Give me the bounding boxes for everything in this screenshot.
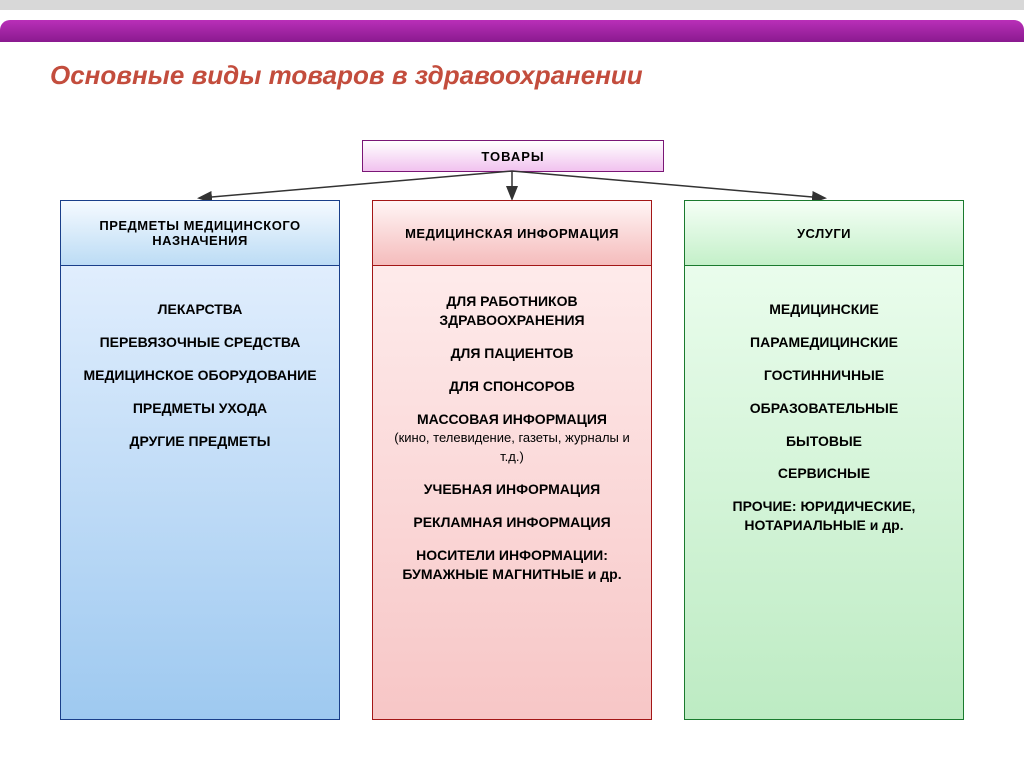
list-item: РЕКЛАМНАЯ ИНФОРМАЦИЯ <box>387 513 637 532</box>
list-item: ПРОЧИЕ: ЮРИДИЧЕСКИЕ, НОТАРИАЛЬНЫЕ и др. <box>699 497 949 535</box>
slide-title: Основные виды товаров в здравоохранении <box>50 60 643 91</box>
list-item: МЕДИЦИНСКОЕ ОБОРУДОВАНИЕ <box>75 366 325 385</box>
root-node-goods: ТОВАРЫ <box>362 140 664 172</box>
list-item: УЧЕБНАЯ ИНФОРМАЦИЯ <box>387 480 637 499</box>
list-item: ПЕРЕВЯЗОЧНЫЕ СРЕДСТВА <box>75 333 325 352</box>
list-item: ПАРАМЕДИЦИНСКИЕ <box>699 333 949 352</box>
list-item: ДРУГИЕ ПРЕДМЕТЫ <box>75 432 325 451</box>
column-services: УСЛУГИ МЕДИЦИНСКИЕ ПАРАМЕДИЦИНСКИЕ ГОСТИ… <box>684 200 964 720</box>
list-item: ОБРАЗОВАТЕЛЬНЫЕ <box>699 399 949 418</box>
list-item: БЫТОВЫЕ <box>699 432 949 451</box>
column-body-medical-items: ЛЕКАРСТВА ПЕРЕВЯЗОЧНЫЕ СРЕДСТВА МЕДИЦИНС… <box>61 266 339 474</box>
list-item: ДЛЯ ПАЦИЕНТОВ <box>387 344 637 363</box>
root-label: ТОВАРЫ <box>481 149 544 164</box>
list-item: ГОСТИННИЧНЫЕ <box>699 366 949 385</box>
column-body-medical-information: ДЛЯ РАБОТНИКОВ ЗДРАВООХРАНЕНИЯ ДЛЯ ПАЦИЕ… <box>373 266 651 608</box>
header-text: УСЛУГИ <box>797 226 851 241</box>
column-header-medical-information: МЕДИЦИНСКАЯ ИНФОРМАЦИЯ <box>373 201 651 266</box>
list-item: НОСИТЕЛИ ИНФОРМАЦИИ: БУМАЖНЫЕ МАГНИТНЫЕ … <box>387 546 637 584</box>
title-text: Основные виды товаров в здравоохранении <box>50 60 643 90</box>
column-medical-items: ПРЕДМЕТЫ МЕДИЦИНСКОГО НАЗНАЧЕНИЯ ЛЕКАРСТ… <box>60 200 340 720</box>
column-body-services: МЕДИЦИНСКИЕ ПАРАМЕДИЦИНСКИЕ ГОСТИННИЧНЫЕ… <box>685 266 963 559</box>
top-grey-bar <box>0 0 1024 10</box>
list-item: СЕРВИСНЫЕ <box>699 464 949 483</box>
column-header-services: УСЛУГИ <box>685 201 963 266</box>
list-item: МЕДИЦИНСКИЕ <box>699 300 949 319</box>
header-text: ПРЕДМЕТЫ МЕДИЦИНСКОГО НАЗНАЧЕНИЯ <box>69 218 331 248</box>
header-text: МЕДИЦИНСКАЯ ИНФОРМАЦИЯ <box>405 226 619 241</box>
list-item: ДЛЯ СПОНСОРОВ <box>387 377 637 396</box>
list-item: ПРЕДМЕТЫ УХОДА <box>75 399 325 418</box>
list-item: МАССОВАЯ ИНФОРМАЦИЯ (кино, телевидение, … <box>387 410 637 467</box>
list-item: ДЛЯ РАБОТНИКОВ ЗДРАВООХРАНЕНИЯ <box>387 292 637 330</box>
header-purple-bar <box>0 20 1024 42</box>
list-item: ЛЕКАРСТВА <box>75 300 325 319</box>
column-medical-information: МЕДИЦИНСКАЯ ИНФОРМАЦИЯ ДЛЯ РАБОТНИКОВ ЗД… <box>372 200 652 720</box>
column-header-medical-items: ПРЕДМЕТЫ МЕДИЦИНСКОГО НАЗНАЧЕНИЯ <box>61 201 339 266</box>
